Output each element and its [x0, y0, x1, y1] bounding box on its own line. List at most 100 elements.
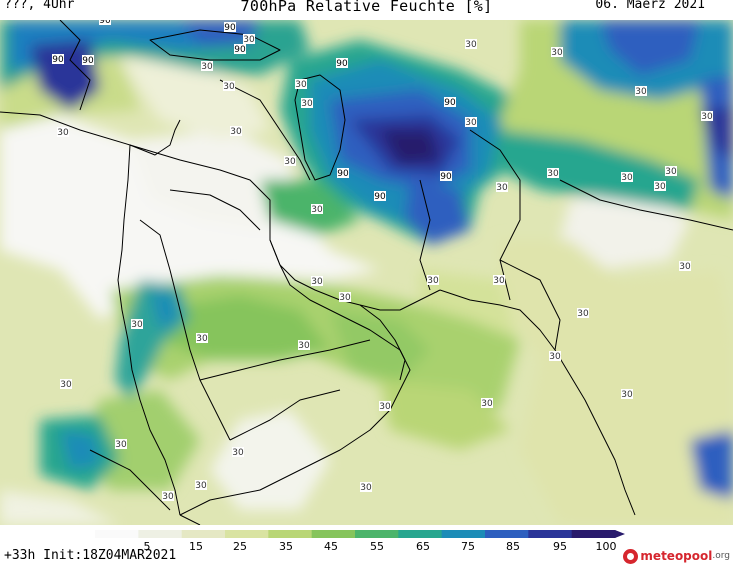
- contour-label-30-bg: [621, 172, 633, 182]
- contour-label-90: 90: [234, 45, 246, 55]
- contour-label-30: 30: [465, 118, 477, 128]
- map-header: ???, 4Uhr 700hPa Relative Feuchte [%] 06…: [0, 0, 733, 20]
- contour-label-30: 30: [115, 440, 127, 450]
- contour-label-30: 30: [481, 399, 493, 409]
- colorbar-swatch: [398, 530, 443, 538]
- contour-label-30-bg: [665, 166, 677, 176]
- contour-label-30-bg: [131, 319, 143, 329]
- colorbar-tick-label: 45: [324, 540, 338, 553]
- colorbar-tick-label: 75: [461, 540, 475, 553]
- contour-label-90: 90: [224, 23, 236, 33]
- contour-label-30: 30: [196, 334, 208, 344]
- contour-label-90-bg: [224, 22, 236, 32]
- contour-label-30-bg: [339, 292, 351, 302]
- contour-label-30: 30: [360, 483, 372, 493]
- contour-label-30-bg: [311, 204, 323, 214]
- contour-label-30-bg: [621, 389, 633, 399]
- contour-label-90-bg: [234, 44, 246, 54]
- colorbar-swatch: [485, 530, 529, 538]
- colorbar-swatch: [138, 530, 183, 538]
- contour-label-30: 30: [232, 448, 244, 458]
- colorbar-swatch: [225, 530, 269, 538]
- init-time-label: +33h Init:18Z04MAR2021: [4, 548, 177, 563]
- contour-label-30: 30: [379, 402, 391, 412]
- contour-label-30: 30: [298, 341, 310, 351]
- contour-label-30: 30: [654, 182, 666, 192]
- contour-label-30: 30: [57, 128, 69, 138]
- contour-label-30: 30: [311, 205, 323, 215]
- colorbar-tick-label: 35: [279, 540, 293, 553]
- brand-suffix: .org: [712, 551, 730, 561]
- colorbar-max-arrow: [615, 530, 625, 538]
- contour-label-30: 30: [577, 309, 589, 319]
- contour-label-90-bg: [374, 191, 386, 201]
- contour-label-90: 90: [82, 56, 94, 66]
- contour-label-90-bg: [336, 58, 348, 68]
- colorbar-swatch: [268, 530, 313, 538]
- contour-label-30-bg: [635, 86, 647, 96]
- contour-label-30-bg: [201, 61, 213, 71]
- contour-label-30: 30: [162, 492, 174, 502]
- meteopool-icon: [623, 548, 639, 564]
- contour-label-30: 30: [496, 183, 508, 193]
- colorbar-tick-label: 85: [506, 540, 520, 553]
- contour-label-30: 30: [551, 48, 563, 58]
- colorbar-tick-label: 25: [233, 540, 247, 553]
- contour-label-30-bg: [360, 482, 372, 492]
- colorbar-tick-label: 65: [416, 540, 430, 553]
- map-title: 700hPa Relative Feuchte [%]: [240, 0, 493, 15]
- humidity-field: [0, 20, 733, 525]
- contour-label-30-bg: [465, 39, 477, 49]
- contour-label-30: 30: [201, 62, 213, 72]
- contour-label-90: 90: [336, 59, 348, 69]
- contour-label-30: 30: [195, 481, 207, 491]
- contour-label-30: 30: [230, 127, 242, 137]
- contour-label-30: 30: [223, 82, 235, 92]
- contour-label-30-bg: [547, 168, 559, 178]
- contour-label-30: 30: [311, 277, 323, 287]
- forecast-time-label: ???, 4Uhr: [4, 0, 75, 12]
- contour-label-90: 90: [337, 169, 349, 179]
- colorbar-tick-label: 15: [189, 540, 203, 553]
- contour-label-30-bg: [298, 340, 310, 350]
- contour-label-30: 30: [60, 380, 72, 390]
- contour-label-90: 90: [444, 98, 456, 108]
- contour-label-30: 30: [549, 352, 561, 362]
- contour-label-90-bg: [444, 97, 456, 107]
- contour-label-30-bg: [57, 127, 69, 137]
- contour-label-30: 30: [427, 276, 439, 286]
- contour-label-30-bg: [496, 182, 508, 192]
- contour-label-90-bg: [52, 54, 64, 64]
- contour-label-30: 30: [339, 293, 351, 303]
- colorbar-swatch: [355, 530, 399, 538]
- contour-label-30-bg: [551, 47, 563, 57]
- contour-label-30: 30: [284, 157, 296, 167]
- contour-label-30-bg: [701, 111, 713, 121]
- colorbar: [95, 530, 625, 538]
- contour-label-90-bg: [99, 20, 111, 25]
- contour-label-30-bg: [493, 275, 505, 285]
- colorbar-swatch: [441, 530, 486, 538]
- contour-label-30: 30: [679, 262, 691, 272]
- colorbar-swatch: [311, 530, 356, 538]
- contour-label-30-bg: [115, 439, 127, 449]
- contour-label-30-bg: [223, 81, 235, 91]
- contour-label-30-bg: [379, 401, 391, 411]
- brand-name: meteopool: [640, 549, 713, 563]
- colorbar-tick-label: 5: [143, 540, 151, 553]
- colorbar-tick-label: 100: [595, 540, 617, 553]
- contour-label-30: 30: [465, 40, 477, 50]
- contour-label-30-bg: [679, 261, 691, 271]
- contour-label-30-bg: [465, 117, 477, 127]
- forecast-date: 06. Maerz 2021: [595, 0, 705, 12]
- colorbar-tick-label: 55: [370, 540, 384, 553]
- contour-label-30: 30: [243, 35, 255, 45]
- contour-label-30-bg: [549, 351, 561, 361]
- contour-label-30-bg: [311, 276, 323, 286]
- contour-label-30: 30: [621, 173, 633, 183]
- meteopool-logo[interactable]: meteopool .org: [623, 547, 730, 565]
- contour-label-30-bg: [654, 181, 666, 191]
- contour-label-30: 30: [131, 320, 143, 330]
- contour-label-30-bg: [196, 333, 208, 343]
- contour-label-90-bg: [82, 55, 94, 65]
